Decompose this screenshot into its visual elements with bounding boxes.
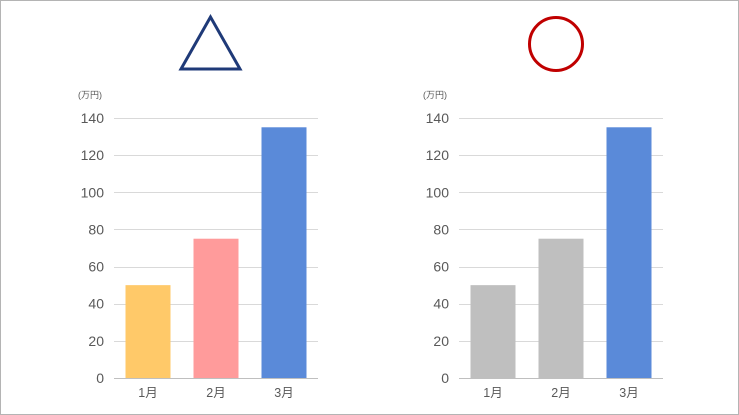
right-chart-y-tick-label: 40 [433,296,449,312]
right-chart-y-tick-label: 140 [426,110,450,126]
left-chart-y-tick-label: 140 [81,110,105,126]
left-chart-y-tick-label: 20 [88,333,104,349]
right-chart-y-tick-label: 20 [433,333,449,349]
right-chart-y-tick-label: 120 [426,147,450,163]
right-chart-y-tick-label: 100 [426,184,450,200]
left-chart-bar-2 [193,238,239,378]
right-chart-bar-1 [470,285,516,378]
left-chart-x-tick-label: 2月 [206,386,225,400]
triangle-icon [178,13,243,71]
right-chart-x-tick-label: 3月 [619,386,638,400]
right-chart-unit-label: (万円) [423,90,447,100]
left-chart-x-tick-label: 3月 [274,386,293,400]
right-chart-bar-2 [538,238,584,378]
left-chart-y-tick-label: 120 [81,147,105,163]
left-chart-unit-label: (万円) [78,90,102,100]
left-chart-bar-3 [261,127,307,379]
circle-icon [528,16,584,72]
right-chart: 0 20 40 60 80 100 120 140 1月 2月 3月 (万円) [423,90,663,400]
right-chart-y-tick-label: 0 [441,370,449,386]
left-chart-y-tick-label: 40 [88,296,104,312]
left-chart-x-tick-label: 1月 [138,386,157,400]
left-chart-y-tick-label: 80 [88,221,104,237]
left-chart-y-tick-label: 60 [88,259,104,275]
left-chart: 0 20 40 60 80 100 120 140 1月 2月 3月 (万円) [78,90,318,400]
right-chart-bar-3 [606,127,652,379]
left-chart-bar-1 [125,285,171,378]
right-chart-x-tick-label: 1月 [483,386,502,400]
left-chart-y-tick-label: 100 [81,184,105,200]
left-chart-y-tick-label: 0 [96,370,104,386]
right-chart-y-tick-label: 80 [433,221,449,237]
right-chart-y-tick-label: 60 [433,259,449,275]
right-chart-x-tick-label: 2月 [551,386,570,400]
